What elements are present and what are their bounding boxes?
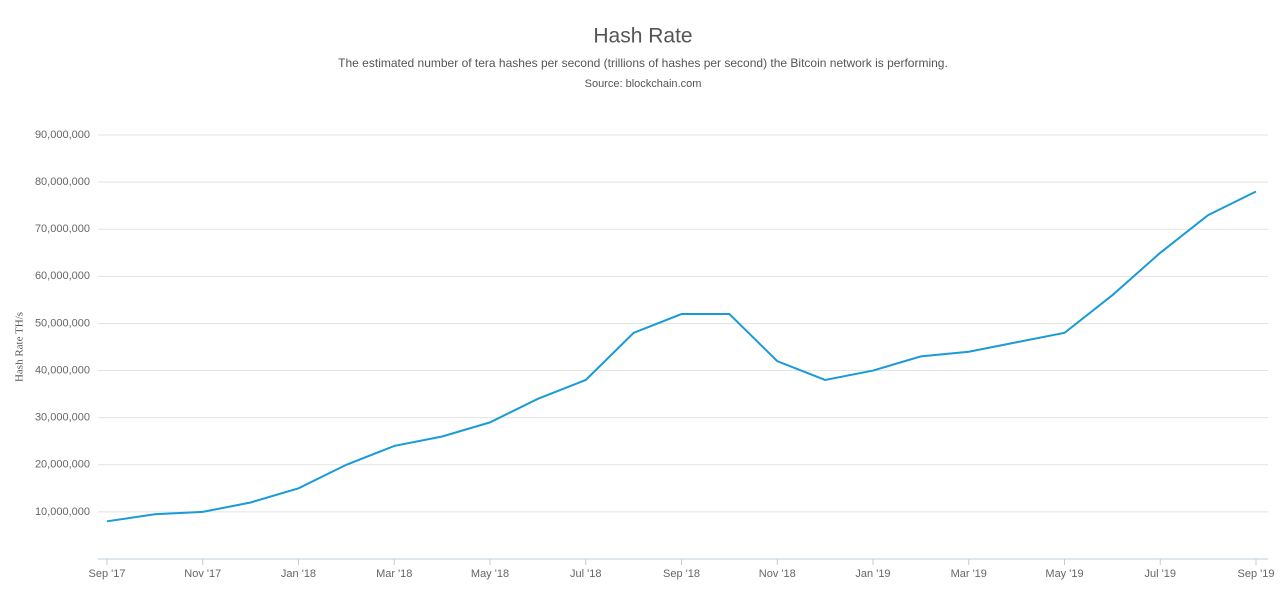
y-tick-label: 80,000,000: [35, 176, 90, 188]
x-tick-label: Nov '18: [759, 568, 796, 580]
y-tick-label: 40,000,000: [35, 364, 90, 376]
y-tick-label: 50,000,000: [35, 317, 90, 329]
chart-source: Source: blockchain.com: [585, 78, 702, 90]
x-tick-label: Nov '17: [184, 568, 221, 580]
data-line: [106, 190, 1257, 523]
x-tick-label: Sep '18: [663, 568, 700, 580]
x-tick-label: Sep '17: [89, 568, 126, 580]
y-tick-label: 90,000,000: [35, 129, 90, 141]
x-tick-label: Sep '19: [1238, 568, 1275, 580]
x-tick-label: May '18: [471, 568, 509, 580]
x-tick-label: Mar '18: [376, 568, 412, 580]
y-tick-label: 60,000,000: [35, 270, 90, 282]
y-tick-label: 20,000,000: [35, 459, 90, 471]
x-tick-label: Mar '19: [951, 568, 987, 580]
x-tick-label: Jul '19: [1145, 568, 1176, 580]
chart-title: Hash Rate: [593, 25, 692, 48]
y-tick-label: 70,000,000: [35, 223, 90, 235]
y-tick-label: 10,000,000: [35, 506, 90, 518]
y-axis-label: Hash Rate TH/s: [14, 312, 26, 382]
x-tick-label: Jan '18: [281, 568, 316, 580]
chart-subtitle: The estimated number of tera hashes per …: [338, 56, 948, 70]
x-tick-label: Jul '18: [570, 568, 601, 580]
y-tick-label: 30,000,000: [35, 412, 90, 424]
x-tick-label: Jan '19: [855, 568, 890, 580]
x-tick-label: May '19: [1045, 568, 1083, 580]
